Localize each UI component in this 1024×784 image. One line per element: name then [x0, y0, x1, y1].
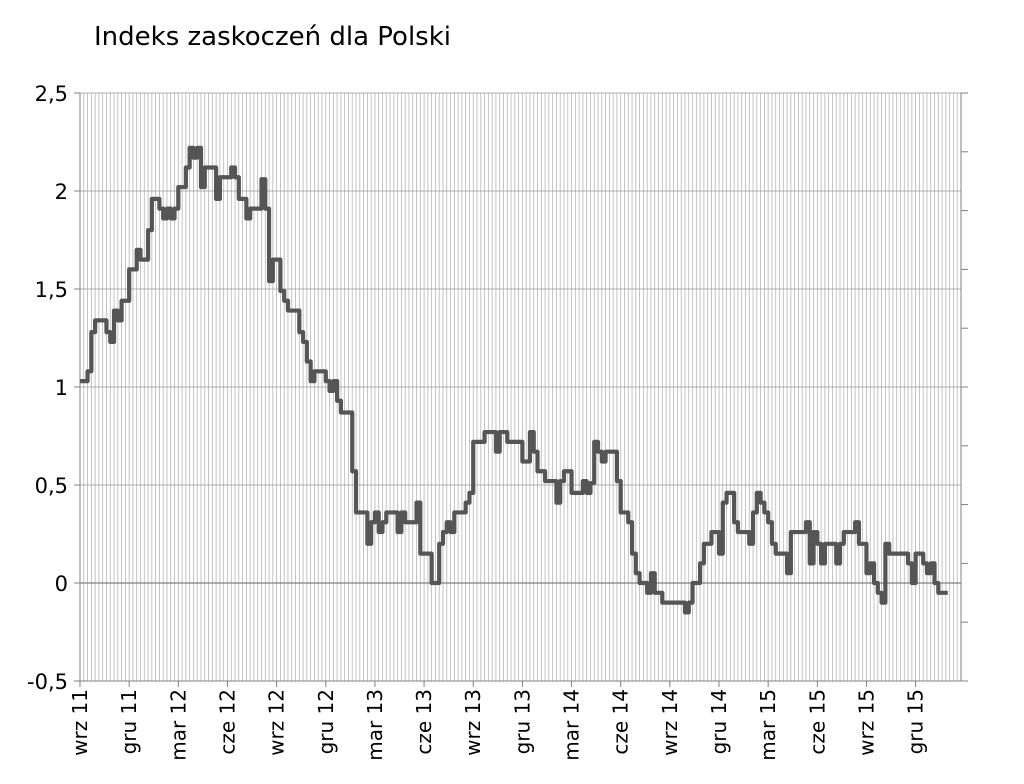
x-tick-label: mar 14 [560, 689, 584, 761]
series-line [80, 145, 948, 615]
y-tick-label: 1,5 [35, 278, 68, 302]
x-tick-label: wrz 11 [68, 689, 92, 756]
x-tick-label: wrz 12 [265, 689, 289, 756]
x-tick-label: mar 12 [166, 689, 190, 761]
x-tick-label: gru 13 [510, 689, 534, 754]
y-tick-label: 0,5 [35, 474, 68, 498]
y-tick-label: 2 [55, 180, 68, 204]
x-tick-label: cze 15 [805, 689, 829, 755]
x-tick-label: wrz 15 [854, 689, 878, 756]
x-tick-label: wrz 14 [658, 689, 682, 756]
y-tick-label: 2,5 [35, 82, 68, 106]
series-layer [80, 145, 948, 615]
y-tick-label: 0 [55, 572, 68, 596]
x-tick-label: gru 12 [314, 689, 338, 754]
x-tick-label: gru 15 [904, 689, 928, 754]
x-tick-label: mar 15 [756, 689, 780, 761]
grid-layer [79, 92, 962, 682]
chart-title: Indeks zaskoczeń dla Polski [94, 22, 451, 52]
y-tick-label: 1 [55, 376, 68, 400]
x-tick-label: wrz 13 [461, 689, 485, 756]
x-tick-label: gru 14 [707, 689, 731, 754]
y-tick-label: -0,5 [27, 670, 68, 694]
axis-layer [74, 92, 968, 687]
x-tick-label: cze 12 [215, 689, 239, 755]
x-tick-label: mar 13 [363, 689, 387, 761]
x-tick-label: gru 11 [117, 689, 141, 754]
x-tick-label: cze 14 [609, 689, 633, 755]
x-tick-label: cze 13 [412, 689, 436, 755]
